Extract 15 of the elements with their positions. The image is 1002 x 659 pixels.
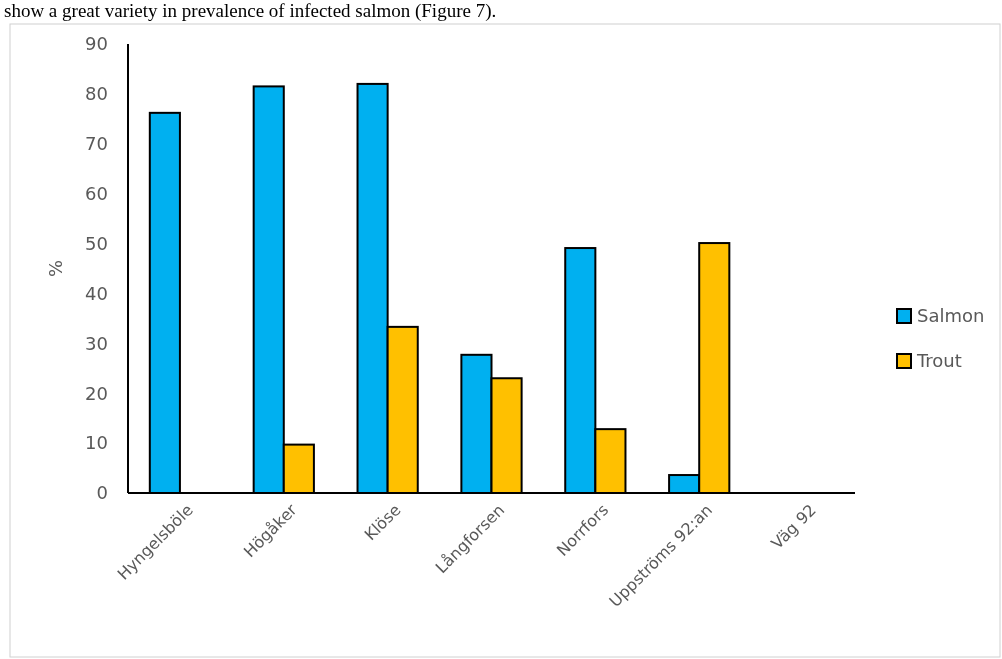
y-tick-label: 30: [85, 332, 108, 354]
y-tick-label: 40: [85, 282, 108, 304]
x-tick-label: Väg 92: [767, 500, 820, 553]
y-tick-label: 60: [85, 182, 108, 204]
y-tick-label: 50: [85, 232, 108, 254]
legend-label: Trout: [916, 350, 962, 372]
text: show a great variety in prevalence of infected salmon (Figure 7).: [4, 0, 497, 22]
y-tick-label: 0: [96, 482, 108, 504]
y-tick-label: 20: [85, 382, 108, 404]
y-tick-label: 80: [85, 83, 108, 105]
y-axis-title: %: [45, 259, 66, 278]
y-tick-label: 10: [85, 432, 108, 454]
y-tick-label: 70: [85, 133, 108, 155]
y-tick-label: 90: [85, 33, 108, 55]
legend-label: Salmon: [917, 305, 985, 327]
